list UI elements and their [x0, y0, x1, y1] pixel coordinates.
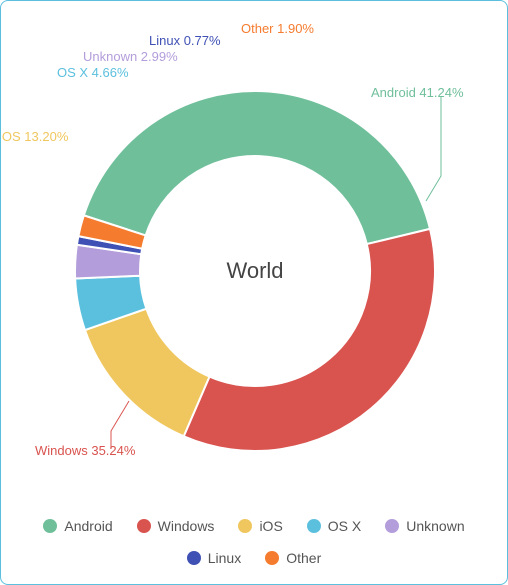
slice-label-os-x: OS X 4.66%: [57, 65, 129, 80]
slice-label-windows: Windows 35.24%: [35, 443, 135, 458]
legend-swatch: [385, 519, 399, 533]
legend-swatch: [265, 551, 279, 565]
legend-label: Windows: [158, 518, 215, 534]
leader-line: [426, 97, 441, 201]
slice-label-unknown: Unknown 2.99%: [83, 49, 178, 64]
legend-label: iOS: [259, 518, 282, 534]
legend-swatch: [307, 519, 321, 533]
legend-swatch: [187, 551, 201, 565]
legend-swatch: [137, 519, 151, 533]
legend-item-linux[interactable]: Linux: [187, 550, 241, 566]
legend: Android Windows iOS OS X Unknown Linux Other: [1, 518, 507, 566]
legend-item-ios[interactable]: iOS: [238, 518, 282, 534]
leader-line: [111, 401, 129, 449]
legend-swatch: [238, 519, 252, 533]
slice-label-other: Other 1.90%: [241, 21, 314, 36]
legend-swatch: [43, 519, 57, 533]
legend-item-unknown[interactable]: Unknown: [385, 518, 464, 534]
legend-item-android[interactable]: Android: [43, 518, 112, 534]
legend-label: Android: [64, 518, 112, 534]
legend-label: Unknown: [406, 518, 464, 534]
legend-label: Linux: [208, 550, 241, 566]
slice-android[interactable]: [84, 91, 430, 244]
chart-card: World Android 41.24% Windows 35.24% iOS 13…: [0, 0, 508, 585]
legend-item-os-x[interactable]: OS X: [307, 518, 361, 534]
slice-ios[interactable]: [85, 309, 209, 437]
legend-label: Other: [286, 550, 321, 566]
slice-label-ios: iOS 13.20%: [0, 129, 68, 144]
legend-item-windows[interactable]: Windows: [137, 518, 215, 534]
center-label: World: [226, 258, 283, 284]
legend-label: OS X: [328, 518, 361, 534]
donut-chart: World Android 41.24% Windows 35.24% iOS 13…: [1, 1, 508, 501]
slice-label-android: Android 41.24%: [371, 85, 464, 100]
legend-item-other[interactable]: Other: [265, 550, 321, 566]
slice-windows[interactable]: [184, 229, 435, 451]
slice-label-linux: Linux 0.77%: [149, 33, 221, 48]
